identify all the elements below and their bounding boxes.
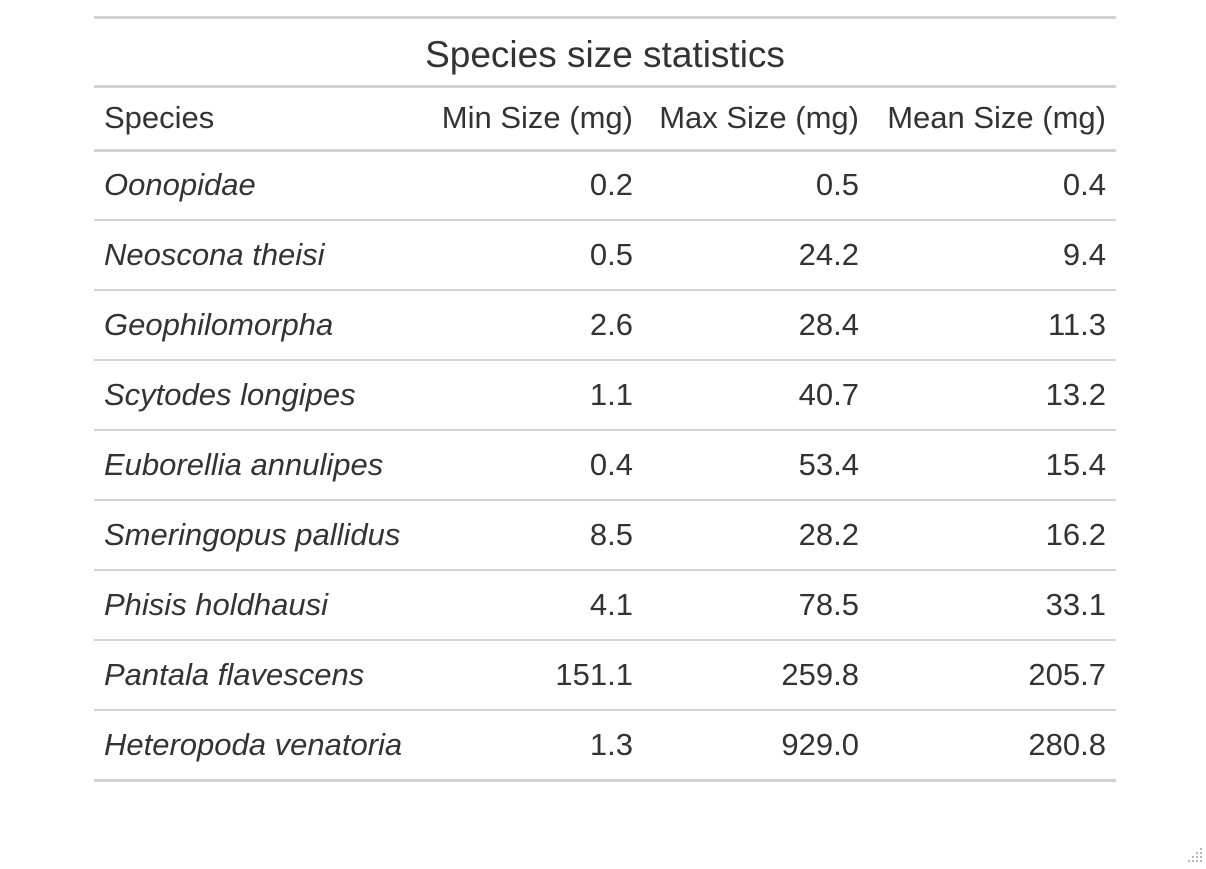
table-row: Phisis holdhausi 4.1 78.5 33.1 — [94, 570, 1116, 641]
species-size-table: Species size statistics Species Min Size… — [94, 16, 1116, 782]
table-row: Neoscona theisi 0.5 24.2 9.4 — [94, 220, 1116, 291]
species-cell: Neoscona theisi — [94, 220, 426, 291]
species-cell: Phisis holdhausi — [94, 570, 426, 641]
min-size-cell: 1.3 — [426, 710, 643, 782]
max-size-cell: 259.8 — [643, 640, 869, 711]
species-cell: Oonopidae — [94, 150, 426, 221]
mean-size-cell: 15.4 — [869, 430, 1116, 501]
species-cell: Pantala flavescens — [94, 640, 426, 711]
column-header-max-size: Max Size (mg) — [643, 88, 869, 152]
table-header: Species Min Size (mg) Max Size (mg) Mean… — [94, 88, 1116, 152]
table-row: Smeringopus pallidus 8.5 28.2 16.2 — [94, 500, 1116, 571]
max-size-cell: 40.7 — [643, 360, 869, 431]
max-size-cell: 0.5 — [643, 150, 869, 221]
mean-size-cell: 205.7 — [869, 640, 1116, 711]
min-size-cell: 151.1 — [426, 640, 643, 711]
table-title: Species size statistics — [94, 16, 1116, 88]
table-row: Geophilomorpha 2.6 28.4 11.3 — [94, 290, 1116, 361]
table-row: Heteropoda venatoria 1.3 929.0 280.8 — [94, 710, 1116, 782]
header-row: Species Min Size (mg) Max Size (mg) Mean… — [94, 88, 1116, 152]
max-size-cell: 929.0 — [643, 710, 869, 782]
min-size-cell: 0.5 — [426, 220, 643, 291]
max-size-cell: 53.4 — [643, 430, 869, 501]
mean-size-cell: 9.4 — [869, 220, 1116, 291]
max-size-cell: 78.5 — [643, 570, 869, 641]
table-row: Oonopidae 0.2 0.5 0.4 — [94, 150, 1116, 221]
species-table-container: Species size statistics Species Min Size… — [94, 16, 1116, 782]
table-row: Pantala flavescens 151.1 259.8 205.7 — [94, 640, 1116, 711]
mean-size-cell: 280.8 — [869, 710, 1116, 782]
min-size-cell: 0.4 — [426, 430, 643, 501]
table-row: Scytodes longipes 1.1 40.7 13.2 — [94, 360, 1116, 431]
table-row: Euborellia annulipes 0.4 53.4 15.4 — [94, 430, 1116, 501]
species-cell: Euborellia annulipes — [94, 430, 426, 501]
column-header-min-size: Min Size (mg) — [426, 88, 643, 152]
column-header-species: Species — [94, 88, 426, 152]
mean-size-cell: 13.2 — [869, 360, 1116, 431]
species-cell: Heteropoda venatoria — [94, 710, 426, 782]
table-body: Oonopidae 0.2 0.5 0.4 Neoscona theisi 0.… — [94, 150, 1116, 782]
min-size-cell: 8.5 — [426, 500, 643, 571]
mean-size-cell: 16.2 — [869, 500, 1116, 571]
species-cell: Scytodes longipes — [94, 360, 426, 431]
min-size-cell: 0.2 — [426, 150, 643, 221]
min-size-cell: 1.1 — [426, 360, 643, 431]
mean-size-cell: 33.1 — [869, 570, 1116, 641]
min-size-cell: 4.1 — [426, 570, 643, 641]
max-size-cell: 24.2 — [643, 220, 869, 291]
mean-size-cell: 11.3 — [869, 290, 1116, 361]
species-cell: Geophilomorpha — [94, 290, 426, 361]
column-header-mean-size: Mean Size (mg) — [869, 88, 1116, 152]
min-size-cell: 2.6 — [426, 290, 643, 361]
max-size-cell: 28.4 — [643, 290, 869, 361]
species-cell: Smeringopus pallidus — [94, 500, 426, 571]
max-size-cell: 28.2 — [643, 500, 869, 571]
mean-size-cell: 0.4 — [869, 150, 1116, 221]
resize-grip-icon[interactable] — [1184, 844, 1204, 864]
